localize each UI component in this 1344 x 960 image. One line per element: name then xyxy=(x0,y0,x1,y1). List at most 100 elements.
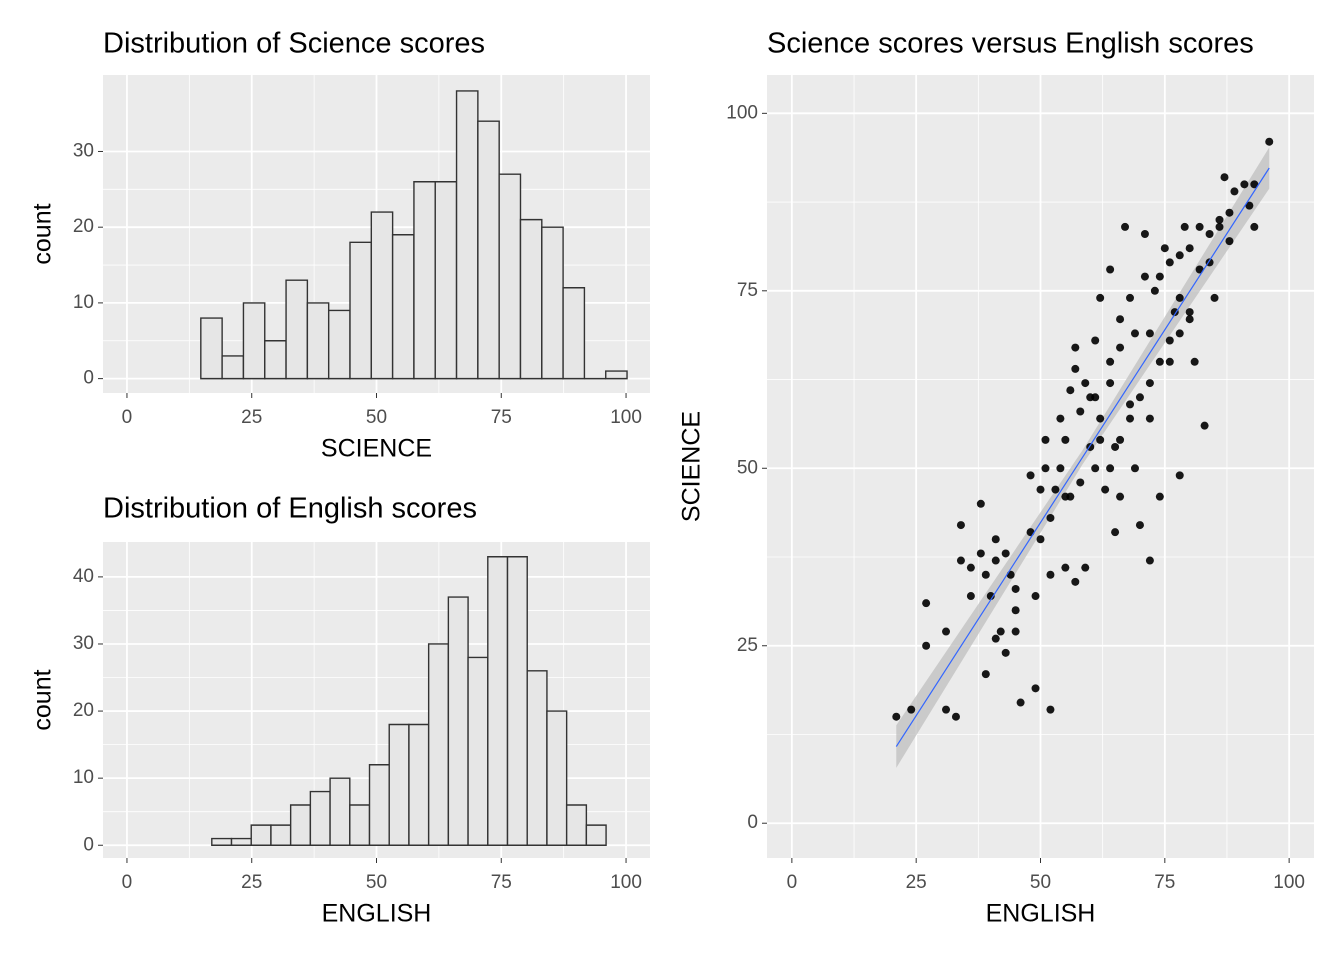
scatter-point xyxy=(1096,293,1105,302)
scatter-point xyxy=(1140,272,1149,281)
scatter-point xyxy=(1036,485,1045,494)
scatter-point xyxy=(1046,513,1055,522)
scatter-point xyxy=(1116,315,1125,324)
scatter-point xyxy=(1081,379,1090,388)
histogram-bar xyxy=(242,302,266,380)
scatter-point xyxy=(1170,308,1179,317)
scatter-point xyxy=(942,705,951,714)
scatter-point xyxy=(1175,471,1184,480)
scatter-point xyxy=(1046,570,1055,579)
scatter-point xyxy=(966,563,975,572)
scatter-point xyxy=(1011,627,1020,636)
scatter-point xyxy=(1036,535,1045,544)
x-tick-label: 25 xyxy=(241,872,262,893)
scatter-point xyxy=(1130,329,1139,338)
scatter-point xyxy=(1126,414,1135,423)
histogram-bar xyxy=(447,596,469,846)
scatter-point xyxy=(1185,315,1194,324)
x-tick-label: 100 xyxy=(1273,872,1305,893)
scatter-point xyxy=(1130,464,1139,473)
scatter-point xyxy=(1106,379,1115,388)
scatter-point xyxy=(1001,549,1010,558)
scatter-point xyxy=(1011,606,1020,615)
y-axis-title: count xyxy=(29,203,57,264)
x-tick-label: 0 xyxy=(122,872,133,893)
scatter-point xyxy=(1066,492,1075,501)
scatter-point xyxy=(1061,563,1070,572)
scatter-point xyxy=(1215,215,1224,224)
chart-title: Distribution of Science scores xyxy=(103,28,485,60)
scatter-point xyxy=(1056,464,1065,473)
scatter-point xyxy=(1175,329,1184,338)
scatter-point xyxy=(1051,485,1060,494)
scatter-point xyxy=(1111,442,1120,451)
scatter-point xyxy=(1180,222,1189,231)
y-tick-label: 20 xyxy=(73,700,94,721)
scatter-point xyxy=(1155,492,1164,501)
y-tick-label: 10 xyxy=(73,767,94,788)
histogram-bar xyxy=(408,723,430,846)
scatter-point xyxy=(966,592,975,601)
histogram-bar xyxy=(506,556,528,846)
scatter-point xyxy=(1056,414,1065,423)
scatter-point xyxy=(1026,471,1035,480)
x-tick-label: 100 xyxy=(610,407,642,428)
scatter-point xyxy=(1111,528,1120,537)
scatter-point xyxy=(1200,421,1209,430)
scatter-point xyxy=(1240,180,1249,189)
x-tick-label: 0 xyxy=(787,872,798,893)
scatter-point xyxy=(1091,393,1100,402)
y-tick-label: 30 xyxy=(73,633,94,654)
scatter-point xyxy=(1106,464,1115,473)
scatter-point xyxy=(1175,251,1184,260)
x-tick-label: 25 xyxy=(241,407,262,428)
scatter-point xyxy=(951,712,960,721)
scatter-point xyxy=(1245,201,1254,210)
scatter-point xyxy=(1230,187,1239,196)
histogram-bar xyxy=(519,218,543,380)
scatter-point xyxy=(956,521,965,530)
scatter-point xyxy=(1195,265,1204,274)
histogram-bar xyxy=(200,317,223,380)
histogram-bar xyxy=(546,710,568,846)
histogram-bar xyxy=(541,226,564,380)
scatter-point xyxy=(1071,343,1080,352)
scatter-point xyxy=(1150,286,1159,295)
y-tick-label: 0 xyxy=(747,812,758,833)
scatter-point xyxy=(922,641,931,650)
scatter-point xyxy=(1225,208,1234,217)
y-axis-title: SCIENCE xyxy=(678,411,706,522)
histogram-bar xyxy=(230,837,252,846)
scatter-point xyxy=(1006,570,1015,579)
scatter-point xyxy=(956,556,965,565)
scatter-point xyxy=(892,712,901,721)
scatter-point xyxy=(1250,222,1259,231)
scatter-point xyxy=(1175,293,1184,302)
scatter-point xyxy=(991,556,1000,565)
histogram-bar xyxy=(477,120,500,380)
scatter-point xyxy=(1205,230,1214,239)
histogram-bar xyxy=(565,804,588,846)
panel-group: 0 25 50 75 100 0 10 20 30 Distribution of Science… xyxy=(29,28,650,463)
histogram-bar xyxy=(388,723,410,846)
scatter-point xyxy=(1011,584,1020,593)
x-axis-title: SCIENCE xyxy=(321,435,432,463)
scatter-point xyxy=(1195,222,1204,231)
y-tick-label: 0 xyxy=(83,368,94,389)
x-axis-title: ENGLISH xyxy=(986,900,1096,928)
panel-group: 0 25 50 75 100 0 25 50 75 100 Science scores versu… xyxy=(678,28,1314,928)
scatter-point xyxy=(1076,478,1085,487)
histogram-bar xyxy=(391,234,415,380)
y-axis-title: count xyxy=(29,669,57,730)
scatter-point xyxy=(1066,386,1075,395)
scatter-point xyxy=(1101,485,1110,494)
scatter-point xyxy=(1096,435,1105,444)
histogram-bar xyxy=(562,287,586,380)
chart-title: Distribution of English scores xyxy=(103,493,477,525)
scatter-point xyxy=(1071,577,1080,586)
scatter-point xyxy=(1026,528,1035,537)
scatter-point xyxy=(1061,435,1070,444)
scatter-point xyxy=(1165,357,1174,366)
scatter-point xyxy=(1091,336,1100,345)
